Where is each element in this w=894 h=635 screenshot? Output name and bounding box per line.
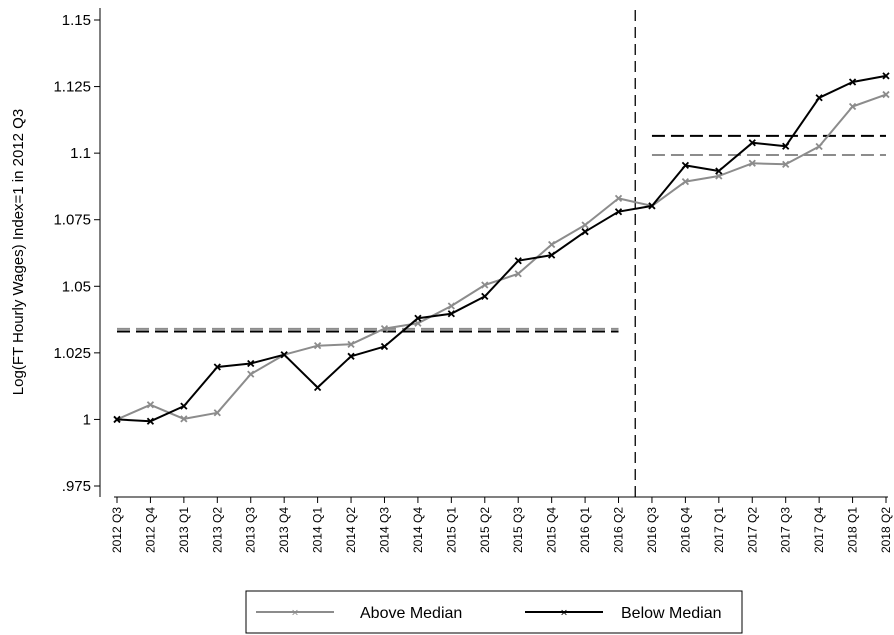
data-point-above-median (213, 409, 221, 417)
data-point-above-median (481, 281, 489, 289)
data-point-below-median (715, 167, 723, 175)
x-tick-label: 2017 Q4 (812, 507, 826, 553)
data-point-below-median (247, 359, 255, 368)
x-tick-label: 2015 Q1 (444, 507, 458, 553)
data-point-below-median (614, 208, 623, 216)
data-point-below-median (414, 314, 422, 322)
data-point-above-median (380, 324, 389, 333)
data-point-above-median (782, 160, 790, 168)
data-point-below-median (548, 251, 556, 259)
x-tick-label: 2014 Q1 (311, 507, 325, 553)
data-point-below-median (213, 363, 221, 371)
x-tick-label: 2012 Q3 (110, 507, 124, 553)
y-tick-label: 1.075 (53, 212, 91, 229)
plot-area (113, 10, 890, 497)
data-point-below-median (146, 417, 155, 425)
x-tick-label: 2015 Q2 (478, 507, 492, 553)
data-point-below-median (815, 94, 823, 102)
x-tick-label: 2016 Q4 (678, 507, 692, 553)
x-tick-label: 2016 Q1 (578, 507, 592, 553)
data-point-below-median (113, 415, 121, 424)
y-tick-label: 1.125 (53, 79, 91, 96)
data-point-below-median (280, 351, 288, 359)
series-line-above-median (116, 93, 887, 421)
x-tick-label: 2017 Q1 (712, 507, 726, 553)
data-point-above-median (514, 270, 522, 278)
data-point-above-median (313, 342, 322, 350)
legend: × Above Median × Below Median (245, 590, 743, 634)
data-point-below-median (514, 257, 522, 265)
x-tick-label: 2017 Q2 (745, 507, 759, 553)
y-tick-label: 1.05 (62, 278, 91, 295)
data-point-above-median (347, 340, 355, 348)
x-tick-label: 2014 Q3 (377, 507, 391, 553)
data-point-above-median (614, 194, 623, 203)
data-point-below-median (581, 228, 589, 236)
data-point-above-median (447, 302, 455, 310)
data-point-above-median (748, 159, 756, 167)
legend-marker-above-median: × (291, 606, 298, 620)
x-tick-label: 2013 Q1 (177, 507, 191, 553)
x-tick-label: 2018 Q1 (846, 507, 860, 553)
x-tick-label: 2012 Q4 (143, 507, 157, 553)
data-point-below-median (882, 72, 890, 80)
data-point-above-median (848, 102, 857, 111)
data-point-below-median (347, 352, 355, 360)
data-point-below-median (681, 161, 690, 170)
legend-label-below-median: Below Median (621, 605, 722, 622)
data-point-below-median (180, 402, 188, 410)
legend-marker-below-median: × (560, 606, 567, 620)
x-tick-label: 2013 Q4 (277, 507, 291, 553)
data-point-above-median (815, 142, 823, 151)
y-tick-label: 1.1 (70, 145, 91, 162)
x-tick-label: 2014 Q4 (411, 507, 425, 553)
x-tick-label: 2015 Q3 (511, 507, 525, 553)
data-point-below-median (447, 310, 455, 318)
data-point-below-median (748, 139, 756, 147)
data-point-above-median (247, 370, 255, 378)
x-tick-label: 2016 Q2 (612, 507, 626, 553)
legend-label-above-median: Above Median (360, 605, 462, 622)
x-tick-label: 2016 Q3 (645, 507, 659, 553)
data-point-below-median (848, 78, 857, 86)
y-tick-label: 1 (83, 411, 91, 428)
x-tick-label: 2015 Q4 (545, 507, 559, 553)
data-point-below-median (481, 292, 489, 301)
x-tick-label: 2014 Q2 (344, 507, 358, 553)
series-line-below-median (116, 74, 887, 423)
y-tick-label: 1.025 (53, 345, 91, 362)
data-point-below-median (648, 202, 656, 210)
data-point-below-median (380, 342, 389, 351)
y-tick-label: 1.15 (62, 12, 91, 29)
data-point-below-median (313, 383, 322, 392)
data-point-below-median (782, 142, 790, 150)
data-point-above-median (882, 90, 890, 99)
x-tick-label: 2013 Q3 (244, 507, 258, 553)
x-tick-label: 2018 Q2 (879, 507, 893, 553)
axes: .975 1 1.025 1.05 1.075 1.1 1.125 1.15 2012 Q3 20… (53, 8, 893, 553)
data-point-above-median (681, 177, 690, 186)
x-tick-label: 2017 Q3 (779, 507, 793, 553)
data-point-above-median (180, 415, 188, 423)
x-tick-label: 2013 Q2 (210, 507, 224, 553)
y-tick-label: .975 (62, 478, 91, 495)
data-point-above-median (581, 221, 589, 229)
data-point-above-median (146, 401, 155, 409)
y-axis-label: Log(FT Hourly Wages) Index=1 in 2012 Q3 (10, 109, 27, 395)
data-point-above-median (548, 240, 556, 249)
